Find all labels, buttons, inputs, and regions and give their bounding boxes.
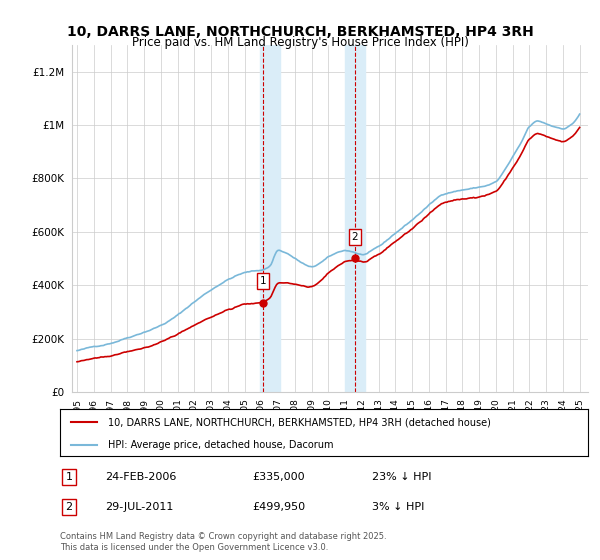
Text: 3% ↓ HPI: 3% ↓ HPI (372, 502, 424, 512)
Text: 1: 1 (65, 472, 73, 482)
Bar (260, 45, 280, 392)
Text: 23% ↓ HPI: 23% ↓ HPI (372, 472, 431, 482)
Text: 10, DARRS LANE, NORTHCHURCH, BERKHAMSTED, HP4 3RH: 10, DARRS LANE, NORTHCHURCH, BERKHAMSTED… (67, 25, 533, 39)
Text: 29-JUL-2011: 29-JUL-2011 (105, 502, 173, 512)
Text: Contains HM Land Registry data © Crown copyright and database right 2025.
This d: Contains HM Land Registry data © Crown c… (60, 532, 386, 552)
Bar (345, 45, 365, 392)
Text: 1: 1 (260, 276, 266, 286)
Text: 2: 2 (65, 502, 73, 512)
Text: 2: 2 (352, 232, 358, 242)
Text: 10, DARRS LANE, NORTHCHURCH, BERKHAMSTED, HP4 3RH (detached house): 10, DARRS LANE, NORTHCHURCH, BERKHAMSTED… (107, 417, 490, 427)
Text: £335,000: £335,000 (252, 472, 305, 482)
Text: 24-FEB-2006: 24-FEB-2006 (105, 472, 176, 482)
Text: HPI: Average price, detached house, Dacorum: HPI: Average price, detached house, Daco… (107, 440, 333, 450)
Text: £499,950: £499,950 (252, 502, 305, 512)
Text: Price paid vs. HM Land Registry's House Price Index (HPI): Price paid vs. HM Land Registry's House … (131, 36, 469, 49)
